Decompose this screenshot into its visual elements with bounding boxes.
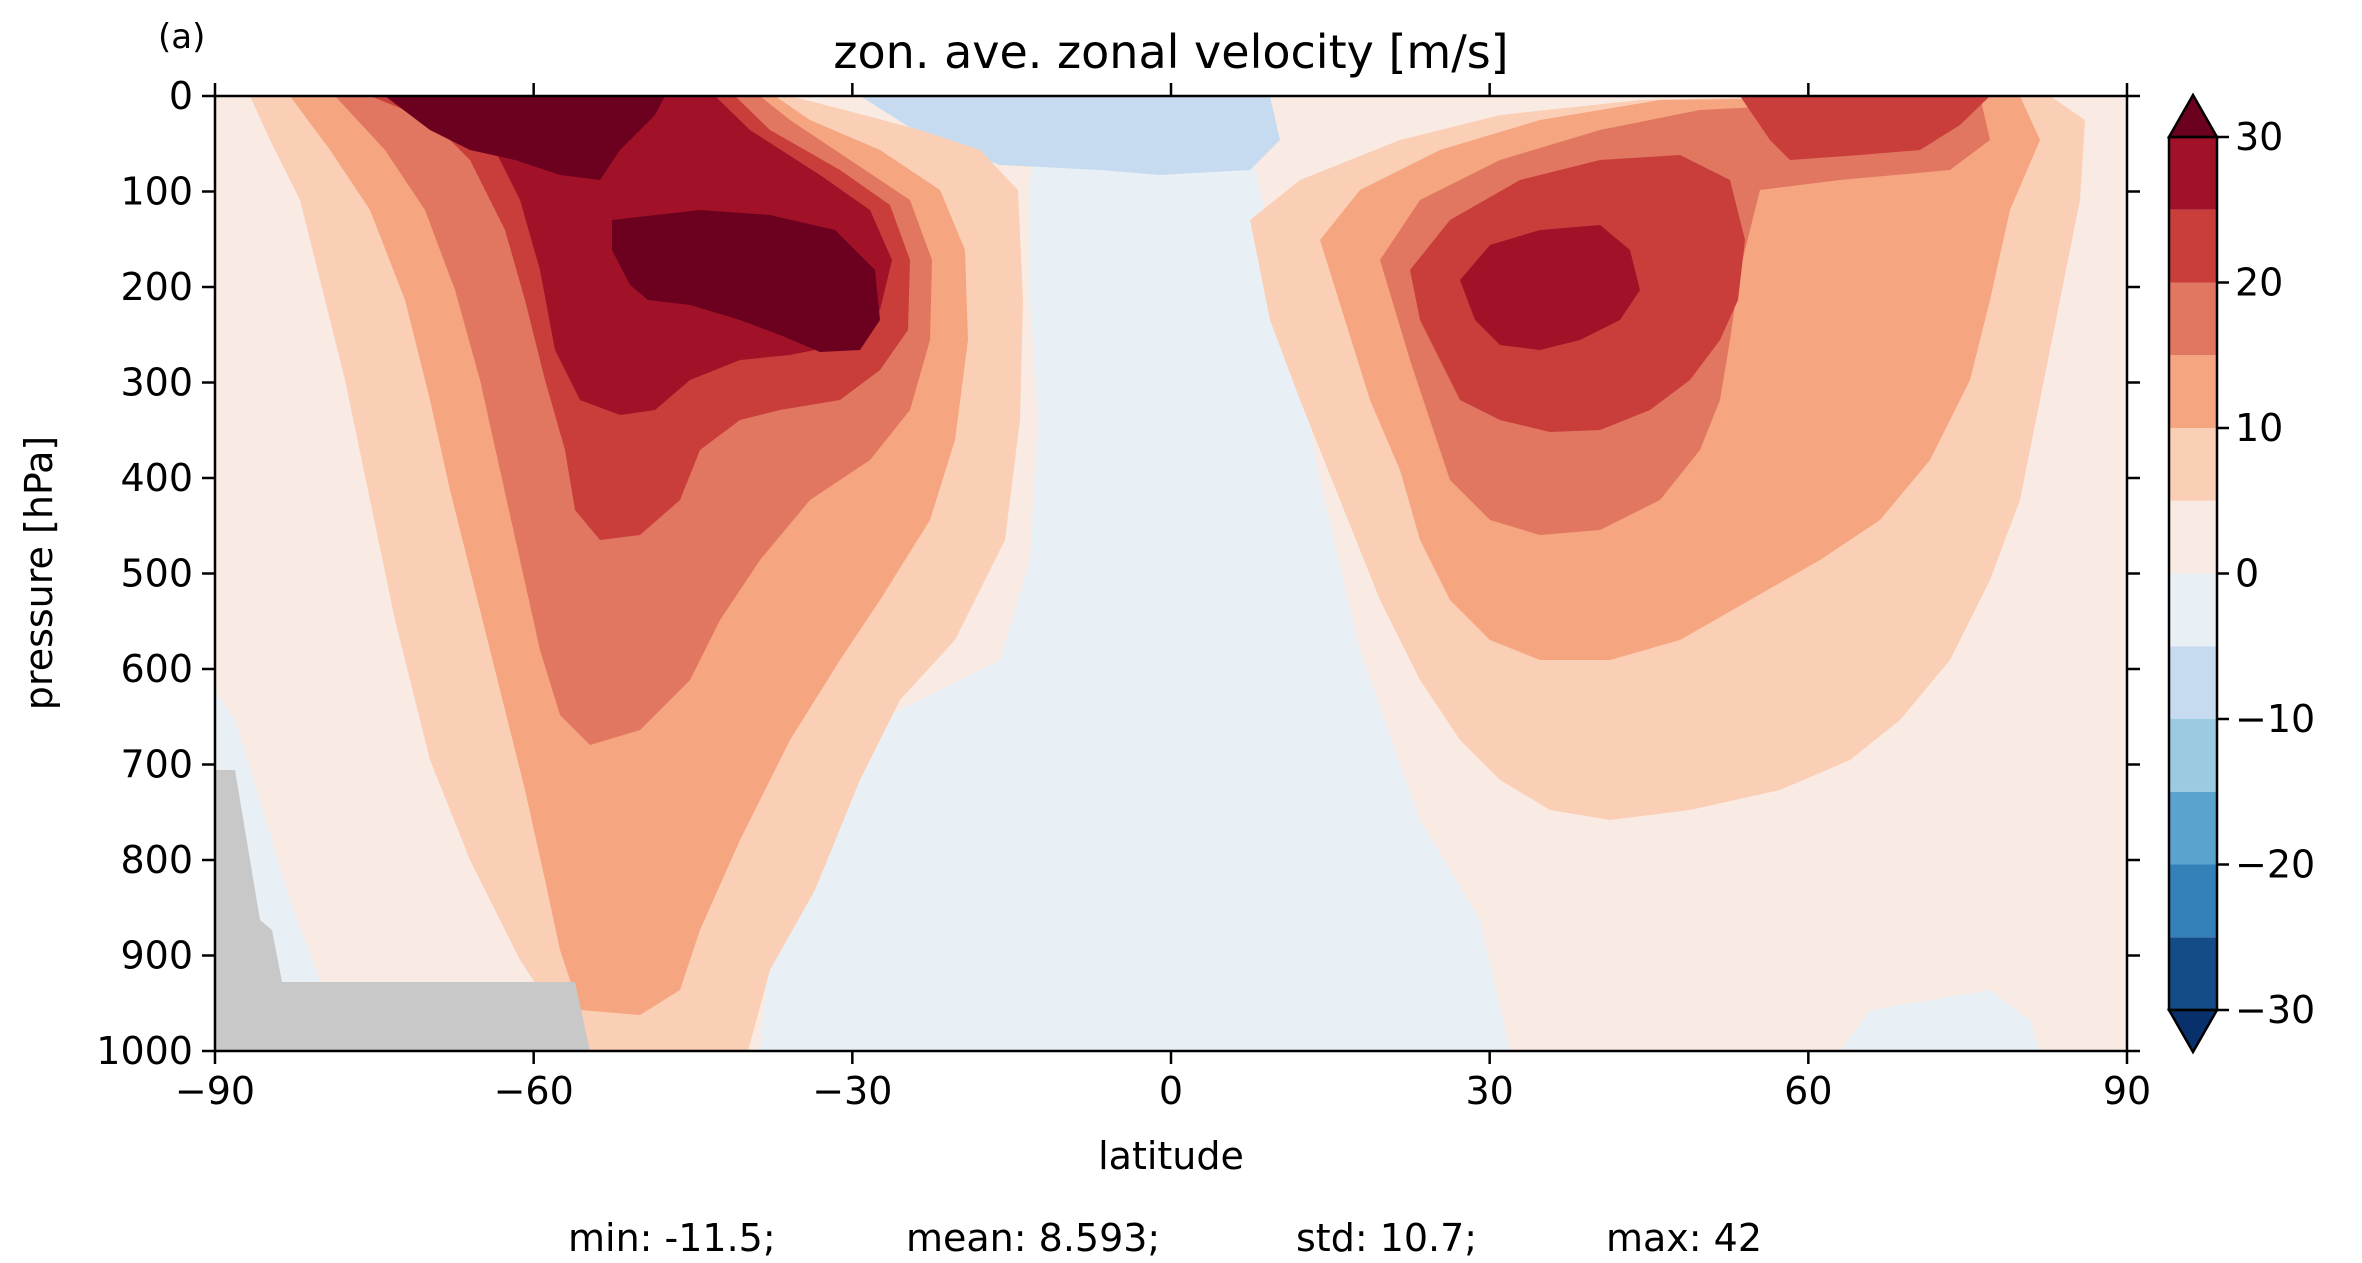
x-tick-label: −30 (812, 1069, 892, 1113)
stat-min: min: -11.5; (568, 1216, 776, 1260)
x-tick-label: 90 (2103, 1069, 2151, 1113)
topography-mask (215, 770, 590, 1051)
y-tick-label: 900 (120, 934, 193, 978)
colorbar-swatch (2169, 791, 2217, 865)
contour-band-neg5-0-tropics (760, 96, 1510, 1051)
x-axis: −90 −60 −30 0 30 60 90 (175, 83, 2151, 1113)
y-tick-label: 400 (120, 456, 193, 500)
x-tick-label: 30 (1465, 1069, 1513, 1113)
colorbar-swatch (2169, 937, 2217, 1010)
contour-band-20-25-nh-top (1740, 96, 1990, 160)
panel-label: (a) (158, 17, 205, 57)
x-tick-label: 0 (1159, 1069, 1183, 1113)
colorbar-swatch (2169, 282, 2217, 356)
contour-band-30-plus-sh-core (612, 210, 880, 352)
y-tick-label: 500 (120, 552, 193, 596)
colorbar-swatch (2169, 355, 2217, 428)
colorbar-swatch (2169, 209, 2217, 283)
colorbar-extend-min (2166, 1008, 2220, 1055)
contour-band-25-30-nh-core (1460, 225, 1640, 350)
colorbar-tick-label: −10 (2235, 697, 2315, 741)
y-axis: 0 100 200 300 400 500 600 700 800 900 1000 (96, 74, 2140, 1073)
contour-band-neg10-neg5-upper (860, 96, 1280, 175)
colorbar-tick-label: 30 (2235, 115, 2283, 159)
colorbar-tick-label: 20 (2235, 261, 2283, 305)
colorbar-swatch (2169, 646, 2217, 719)
colorbar: 30 20 10 0 −10 −20 −30 (2166, 92, 2315, 1055)
y-tick-label: 700 (120, 743, 193, 787)
colorbar-swatch (2169, 500, 2217, 574)
colorbar-tick-label: −30 (2235, 988, 2315, 1032)
colorbar-swatch (2169, 719, 2217, 792)
stats-line: min: -11.5; mean: 8.593; std: 10.7; max:… (568, 1216, 1762, 1260)
contour-field (215, 96, 2127, 1051)
stat-std: std: 10.7; (1296, 1216, 1477, 1260)
y-tick-label: 0 (169, 74, 193, 118)
y-axis-label: pressure [hPa] (17, 436, 61, 710)
x-tick-label: −60 (494, 1069, 574, 1113)
colorbar-swatch (2169, 137, 2217, 210)
x-axis-label: latitude (1098, 1134, 1244, 1178)
y-tick-label: 100 (120, 170, 193, 214)
contour-band-30-plus-sh-top (385, 96, 665, 180)
colorbar-swatch (2169, 428, 2217, 501)
chart-title: zon. ave. zonal velocity [m/s] (833, 25, 1508, 79)
contour-band-neg5-0-nh-surface (1840, 990, 2040, 1051)
x-tick-label: −90 (175, 1069, 255, 1113)
stat-mean: mean: 8.593; (906, 1216, 1160, 1260)
colorbar-swatch (2169, 573, 2217, 647)
colorbar-swatch (2169, 864, 2217, 938)
stat-max: max: 42 (1606, 1216, 1762, 1260)
y-tick-label: 300 (120, 361, 193, 405)
y-tick-label: 1000 (96, 1029, 193, 1073)
x-tick-label: 60 (1784, 1069, 1832, 1113)
colorbar-tick-label: 0 (2235, 552, 2259, 596)
y-tick-label: 200 (120, 265, 193, 309)
colorbar-extend-max (2166, 92, 2220, 139)
colorbar-tick-label: 10 (2235, 406, 2283, 450)
y-tick-label: 600 (120, 647, 193, 691)
y-tick-label: 800 (120, 838, 193, 882)
colorbar-tick-label: −20 (2235, 843, 2315, 887)
